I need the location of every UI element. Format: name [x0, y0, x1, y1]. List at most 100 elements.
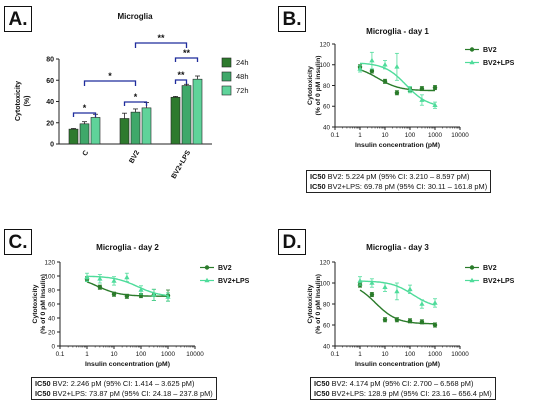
- data-point: [432, 300, 438, 305]
- legend-swatch: [221, 57, 232, 68]
- significance-bracket: [123, 101, 148, 106]
- ic50-label: IC50: [35, 388, 51, 398]
- y-tick-label: 80: [323, 83, 331, 90]
- data-point: [97, 276, 103, 281]
- legend-label: BV2+LPS: [483, 278, 515, 285]
- bar: [90, 117, 101, 145]
- x-tick-label: 100: [405, 351, 416, 358]
- significance-bracket: [174, 79, 188, 84]
- legend-marker: [469, 277, 475, 283]
- x-tick-label: 100: [405, 132, 416, 139]
- data-point: [382, 317, 388, 322]
- data-point: [394, 288, 400, 294]
- ic50-box-c: IC50 BV2: 2.246 pM (95% CI: 1.414 – 3.62…: [31, 377, 217, 401]
- panel-label-a: A.: [4, 6, 32, 32]
- y-tick-label: 0: [51, 343, 55, 350]
- bar: [130, 111, 141, 145]
- y-tick-label: 80: [323, 301, 331, 308]
- data-point: [84, 274, 90, 280]
- significance-star: *: [108, 71, 112, 81]
- significance-bracket: [174, 57, 199, 62]
- chart-title: Microglia - day 2: [96, 243, 159, 252]
- data-point: [369, 280, 375, 285]
- data-point: [394, 64, 400, 69]
- ic50-line-lps: IC50 BV2+LPS: 73.87 pM (95% CI: 24.18 – …: [35, 389, 213, 399]
- data-point: [357, 278, 363, 283]
- y-axis-label: Cytotoxicity: [15, 81, 22, 121]
- ic50-label: IC50: [314, 388, 330, 398]
- y-tick-label: 40: [48, 315, 56, 322]
- panel-label-b: B.: [278, 6, 306, 32]
- y-axis-label: (% of 0 pM insulin): [315, 55, 322, 115]
- data-point: [432, 322, 438, 328]
- x-tick-label: 1000: [161, 351, 176, 358]
- bar: [192, 78, 203, 145]
- x-tick-label: 0.1: [331, 351, 340, 358]
- y-axis-label: (% of 0 pM Insulin): [40, 274, 47, 334]
- x-tick-label: 10: [110, 351, 118, 358]
- ic50-label: IC50: [314, 379, 330, 388]
- ic50-value: BV2+LPS: 73.87 pM (95% CI: 24.18 – 237.8…: [50, 388, 213, 398]
- bar: [170, 96, 181, 145]
- x-tick-label: 0.1: [56, 351, 65, 358]
- ic50-line-bv2: IC50 BV2: 5.224 pM (95% CI: 3.210 – 8.59…: [310, 172, 487, 182]
- x-tick-label: 0.1: [331, 132, 340, 139]
- y-tick-label: 80: [46, 57, 54, 64]
- significance-bracket: [83, 80, 137, 86]
- ic50-line-lps: IC50 BV2+LPS: 69.78 pM (95% CI: 30.11 – …: [310, 182, 487, 192]
- x-tick-label: 10: [381, 351, 389, 358]
- data-point: [394, 90, 400, 95]
- data-point: [97, 285, 103, 290]
- chart-title: Microglia - day 3: [366, 243, 429, 252]
- x-axis-label: Insulin concentration (pM): [355, 361, 440, 368]
- data-point: [382, 61, 388, 67]
- y-tick-label: 100: [319, 280, 330, 287]
- legend-marker: [469, 47, 475, 52]
- y-axis-label: Cytotoxicity: [307, 284, 314, 323]
- data-point: [124, 274, 130, 280]
- data-point: [419, 319, 425, 325]
- data-point: [419, 97, 425, 102]
- significance-star: *: [83, 103, 87, 113]
- y-axis-label: Cytotoxicity: [307, 66, 314, 105]
- data-point: [151, 292, 157, 297]
- data-point: [369, 68, 375, 74]
- x-tick-label: 1: [358, 351, 362, 358]
- significance-bracket: [72, 112, 97, 117]
- data-point: [394, 317, 400, 322]
- significance-bracket: [134, 42, 188, 48]
- ic50-line-bv2: IC50 BV2: 4.174 pM (95% CI: 2.700 – 6.56…: [314, 379, 492, 389]
- data-point: [407, 86, 413, 92]
- bar: [181, 85, 192, 145]
- ic50-line-lps: IC50 BV2+LPS: 128.9 pM (95% CI: 23.16 – …: [314, 389, 492, 399]
- x-tick-label: 1000: [428, 351, 443, 358]
- x-axis-label: Insulin concentration (pM): [355, 142, 440, 149]
- ic50-value: BV2+LPS: 69.78 pM (95% CI: 30.11 – 161.8…: [325, 181, 488, 191]
- bar: [141, 107, 152, 145]
- x-tick-label: 1000: [428, 132, 443, 139]
- data-point: [124, 294, 130, 299]
- ic50-value: BV2: 2.246 pM (95% CI: 1.414 – 3.625 pM): [50, 379, 195, 388]
- y-axis-label: (% of 0 pM Insulin): [315, 274, 322, 334]
- bar: [79, 123, 90, 145]
- data-point: [138, 287, 144, 292]
- data-point: [165, 294, 171, 299]
- legend-label: BV2+LPS: [218, 278, 250, 285]
- y-tick-label: 40: [323, 124, 331, 131]
- x-tick-label: 10000: [451, 132, 469, 139]
- ic50-label: IC50: [35, 379, 51, 388]
- legend-marker: [204, 265, 210, 270]
- legend-marker: [469, 59, 475, 65]
- legend-label: BV2: [483, 47, 497, 54]
- y-tick-label: 60: [323, 104, 331, 111]
- data-point: [369, 57, 375, 63]
- x-tick-label: BV2: [128, 149, 141, 164]
- y-tick-label: 120: [319, 41, 330, 48]
- x-tick-label: C: [82, 150, 91, 158]
- data-point: [432, 85, 438, 90]
- y-tick-label: 40: [323, 343, 331, 350]
- chart-title: Microglia - day 1: [366, 27, 429, 36]
- data-point: [407, 286, 413, 292]
- legend-label: BV2: [218, 265, 232, 272]
